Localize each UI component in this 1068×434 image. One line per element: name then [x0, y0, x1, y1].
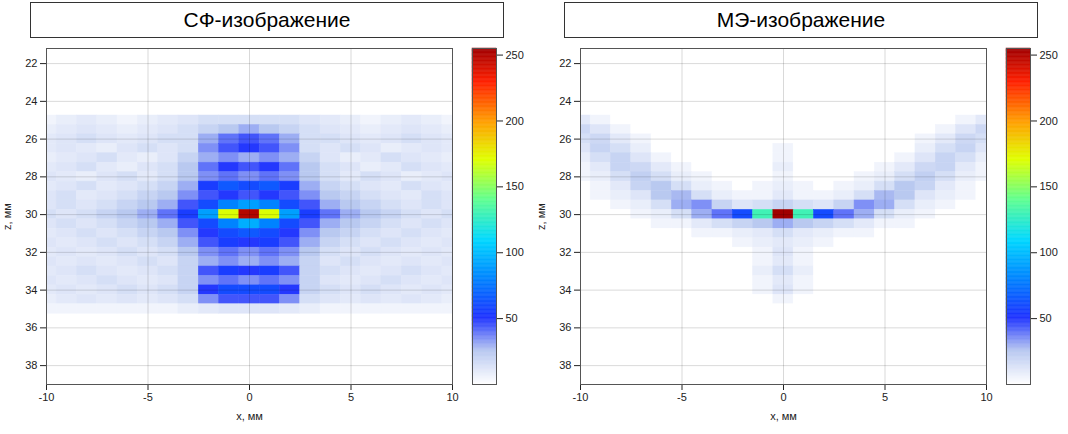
- svg-text:50: 50: [1040, 312, 1052, 324]
- svg-text:200: 200: [506, 114, 524, 126]
- svg-text:-5: -5: [677, 391, 687, 403]
- svg-text:30: 30: [559, 208, 571, 220]
- svg-text:32: 32: [559, 246, 571, 258]
- svg-text:28: 28: [559, 170, 571, 182]
- svg-text:24: 24: [25, 95, 37, 107]
- svg-text:38: 38: [25, 359, 37, 371]
- svg-text:0: 0: [780, 391, 786, 403]
- svg-text:100: 100: [506, 246, 524, 258]
- svg-text:26: 26: [25, 133, 37, 145]
- svg-text:24: 24: [559, 95, 571, 107]
- svg-text:-10: -10: [39, 391, 55, 403]
- svg-text:250: 250: [506, 49, 524, 61]
- svg-text:z, мм: z, мм: [1, 203, 13, 230]
- svg-text:-5: -5: [143, 391, 153, 403]
- svg-text:28: 28: [25, 170, 37, 182]
- svg-text:50: 50: [506, 312, 518, 324]
- svg-text:34: 34: [559, 284, 571, 296]
- svg-text:34: 34: [25, 284, 37, 296]
- svg-text:38: 38: [559, 359, 571, 371]
- svg-text:100: 100: [1040, 246, 1058, 258]
- svg-text:-10: -10: [573, 391, 589, 403]
- svg-text:10: 10: [446, 391, 458, 403]
- svg-text:x, мм: x, мм: [770, 410, 797, 422]
- svg-text:5: 5: [348, 391, 354, 403]
- svg-text:36: 36: [25, 321, 37, 333]
- svg-text:250: 250: [1040, 49, 1058, 61]
- svg-text:0: 0: [246, 391, 252, 403]
- html-text:МЭ-изображение: МЭ-изображение: [716, 8, 886, 31]
- svg-text:z, мм: z, мм: [535, 203, 547, 230]
- html-text:СФ-изображение: СФ-изображение: [183, 8, 351, 31]
- svg-text:22: 22: [25, 57, 37, 69]
- svg-text:200: 200: [1040, 114, 1058, 126]
- svg-text:5: 5: [882, 391, 888, 403]
- svg-text:32: 32: [25, 246, 37, 258]
- svg-text:10: 10: [980, 391, 992, 403]
- svg-text:26: 26: [559, 133, 571, 145]
- svg-text:150: 150: [1040, 180, 1058, 192]
- svg-text:22: 22: [559, 57, 571, 69]
- svg-text:150: 150: [506, 180, 524, 192]
- svg-text:36: 36: [559, 321, 571, 333]
- svg-text:x, мм: x, мм: [236, 410, 263, 422]
- svg-text:30: 30: [25, 208, 37, 220]
